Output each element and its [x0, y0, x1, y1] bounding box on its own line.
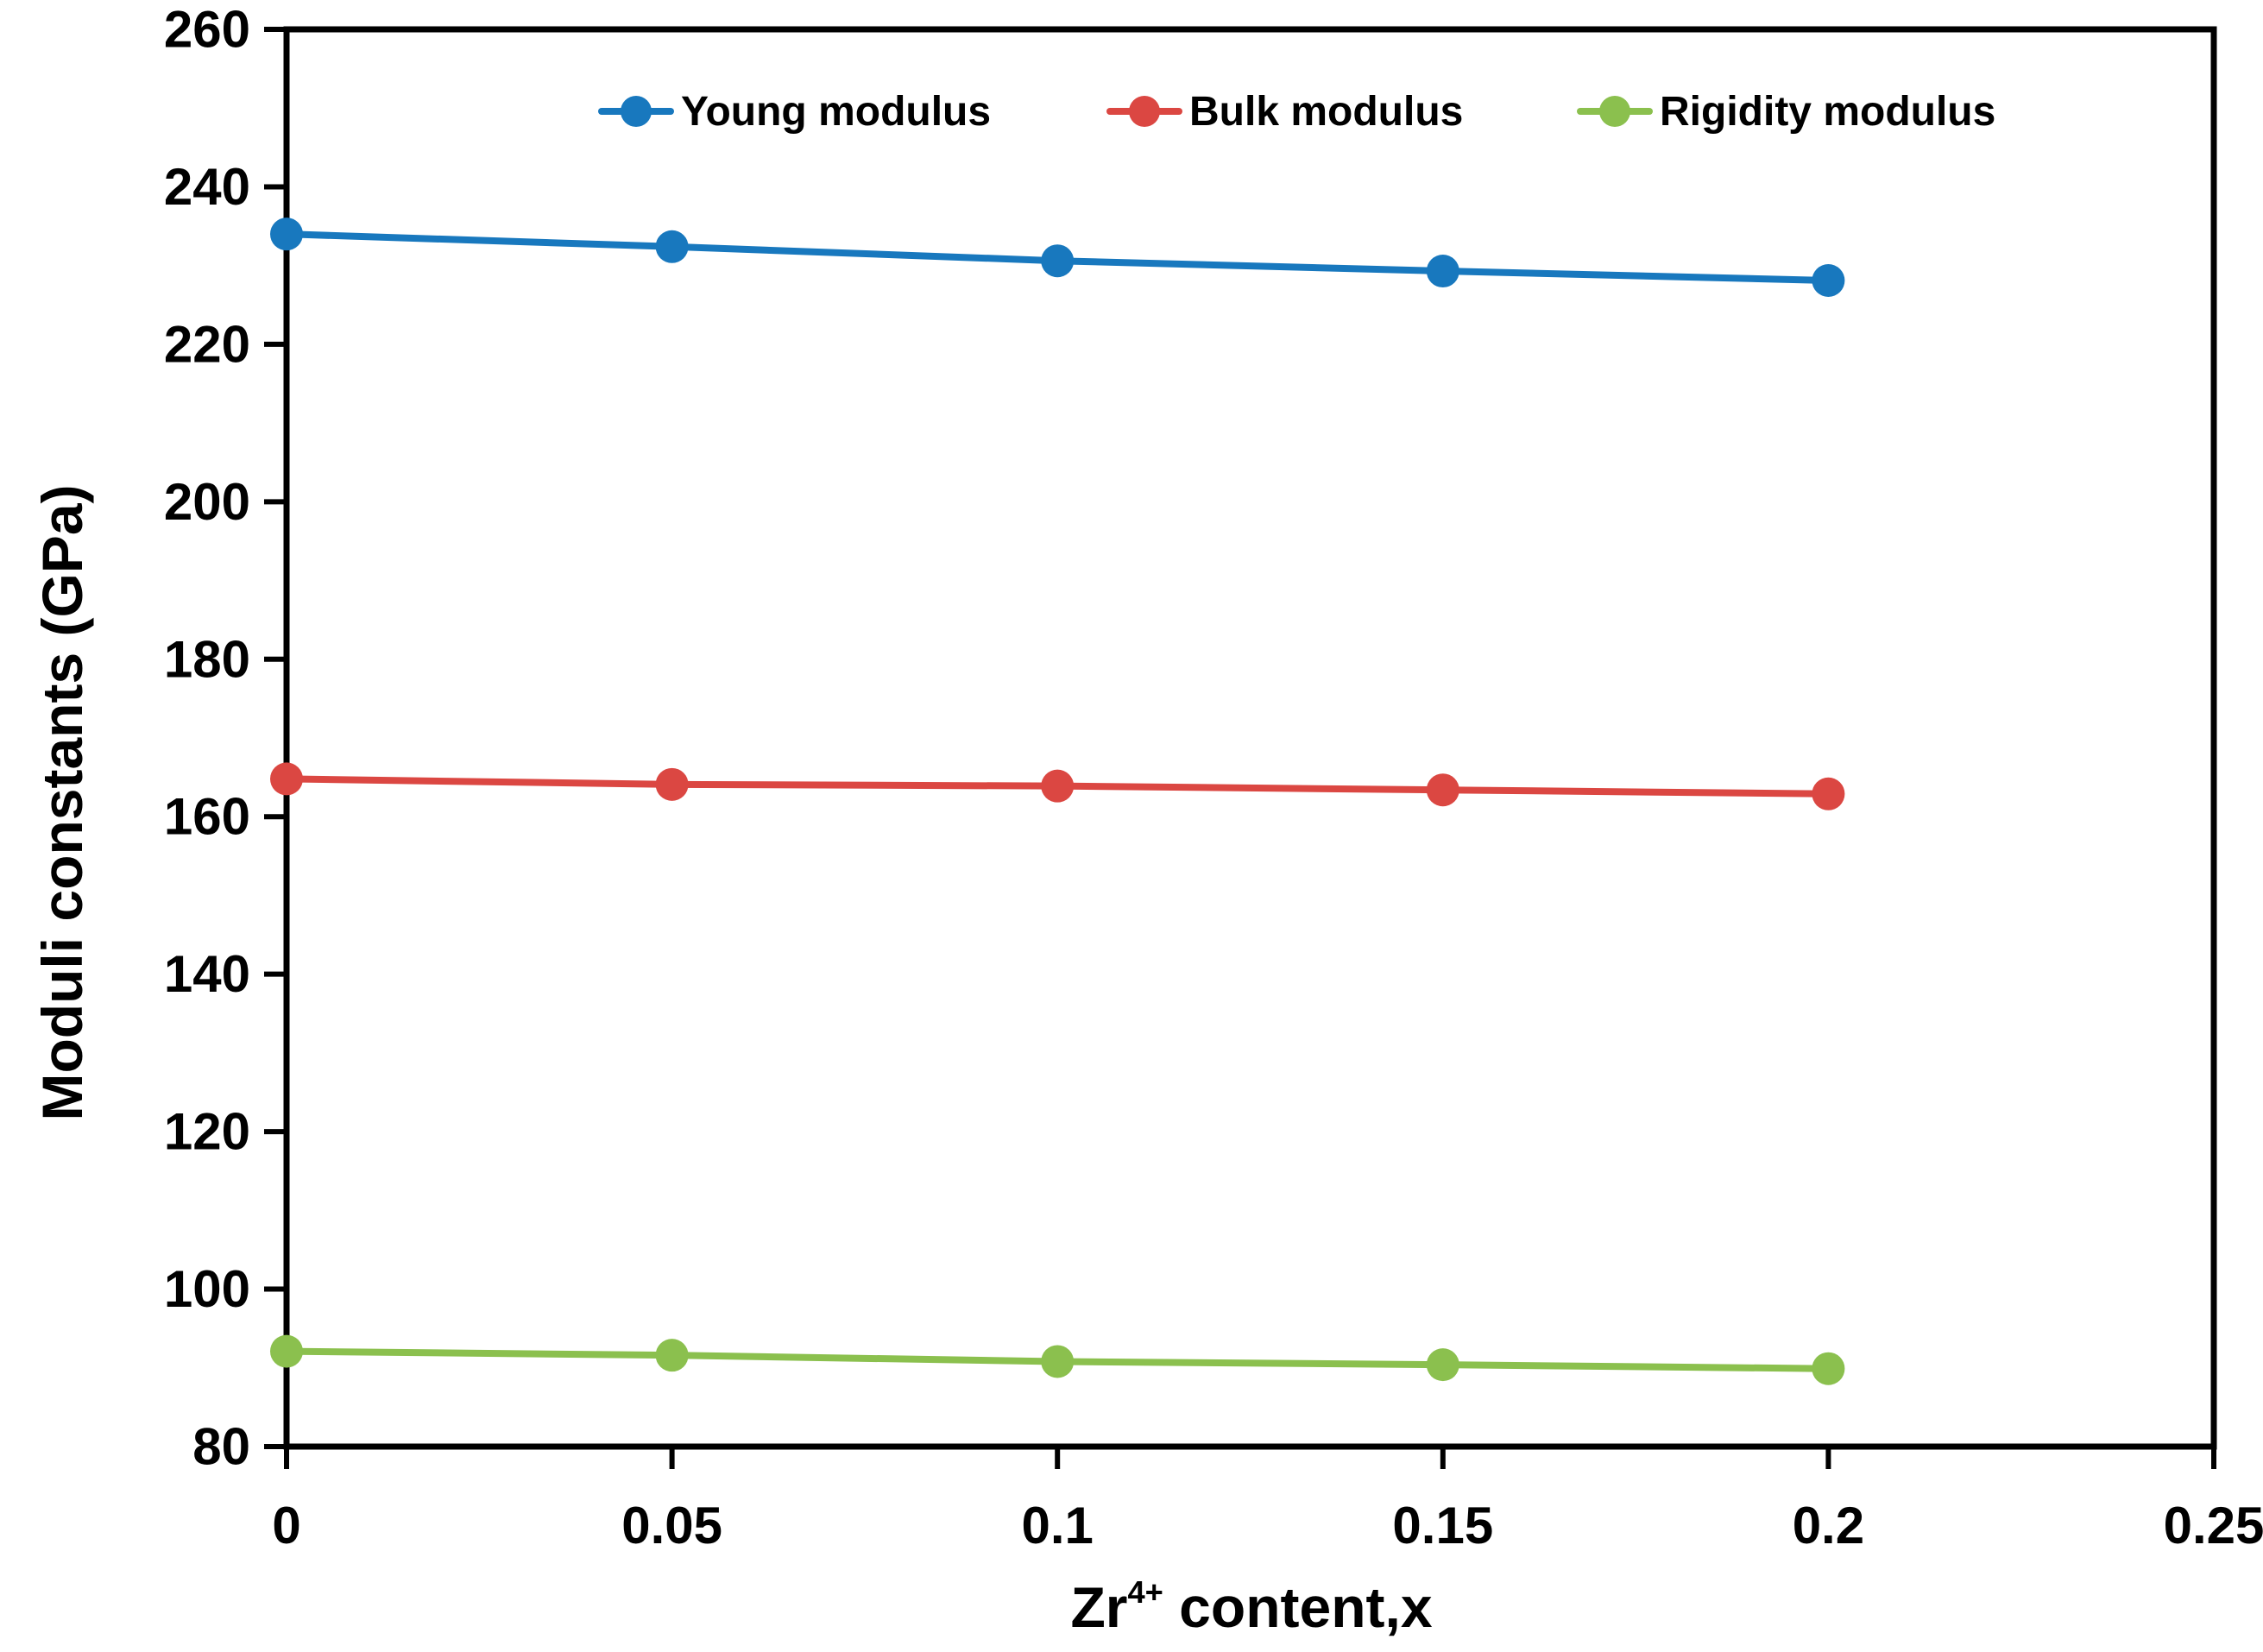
x-tick-label: 0.05: [621, 1497, 722, 1554]
legend-item-rigidity-modulus: Rigidity modulus: [1577, 83, 1995, 140]
x-tick-label: 0: [272, 1497, 300, 1554]
legend-dot-icon: [1129, 96, 1160, 127]
data-point-series-0: [1812, 263, 1845, 297]
x-axis-title-rest: content,x: [1163, 1575, 1433, 1639]
legend-label: Young modulus: [681, 88, 992, 135]
y-tick-label: 200: [164, 473, 250, 531]
legend-item-young-modulus: Young modulus: [598, 83, 991, 140]
y-tick-label: 120: [164, 1103, 250, 1161]
y-tick-label: 80: [192, 1418, 250, 1476]
data-point-series-0: [1041, 244, 1075, 278]
y-tick-label: 160: [164, 788, 250, 846]
data-point-series-0: [1426, 255, 1459, 288]
y-tick-label: 220: [164, 315, 250, 373]
data-point-series-2: [655, 1339, 689, 1372]
legend-label: Bulk modulus: [1189, 88, 1464, 135]
legend-dot-icon: [1599, 96, 1630, 127]
x-axis-title-superscript: 4+: [1127, 1573, 1163, 1610]
x-tick-label: 0.2: [1793, 1497, 1864, 1554]
y-tick-label: 180: [164, 630, 250, 688]
y-tick-label: 260: [164, 1, 250, 59]
legend-label: Rigidity modulus: [1660, 88, 1996, 135]
x-tick-label: 0.25: [2164, 1497, 2263, 1554]
y-tick-label: 140: [164, 945, 250, 1003]
y-axis-title: Moduli constants (GPa): [30, 484, 94, 1121]
x-tick-label: 0.1: [1021, 1497, 1093, 1554]
plot-frame: [283, 26, 2217, 1450]
x-tick-label: 0.15: [1392, 1497, 1493, 1554]
rigidity-modulus-legend-marker-icon: [1577, 83, 1653, 140]
data-point-series-1: [1426, 773, 1459, 807]
y-tick-label: 240: [164, 158, 250, 216]
legend-item-bulk-modulus: Bulk modulus: [1106, 83, 1463, 140]
x-axis-title: Zr4+ content,x: [1070, 1574, 1432, 1640]
y-tick-label: 100: [164, 1260, 250, 1318]
x-axis-title-base: Zr: [1070, 1575, 1128, 1639]
data-point-series-2: [1812, 1352, 1845, 1385]
legend-dot-icon: [621, 96, 652, 127]
young-modulus-legend-marker-icon: [598, 83, 674, 140]
data-point-series-1: [655, 767, 689, 801]
data-point-series-1: [1041, 769, 1075, 803]
data-point-series-2: [1426, 1348, 1459, 1382]
data-point-series-2: [1041, 1345, 1075, 1378]
data-point-series-0: [655, 230, 689, 263]
data-point-series-2: [270, 1334, 303, 1368]
data-point-series-1: [270, 762, 303, 796]
data-point-series-0: [270, 218, 303, 251]
bulk-modulus-legend-marker-icon: [1106, 83, 1182, 140]
data-point-series-1: [1812, 777, 1845, 810]
